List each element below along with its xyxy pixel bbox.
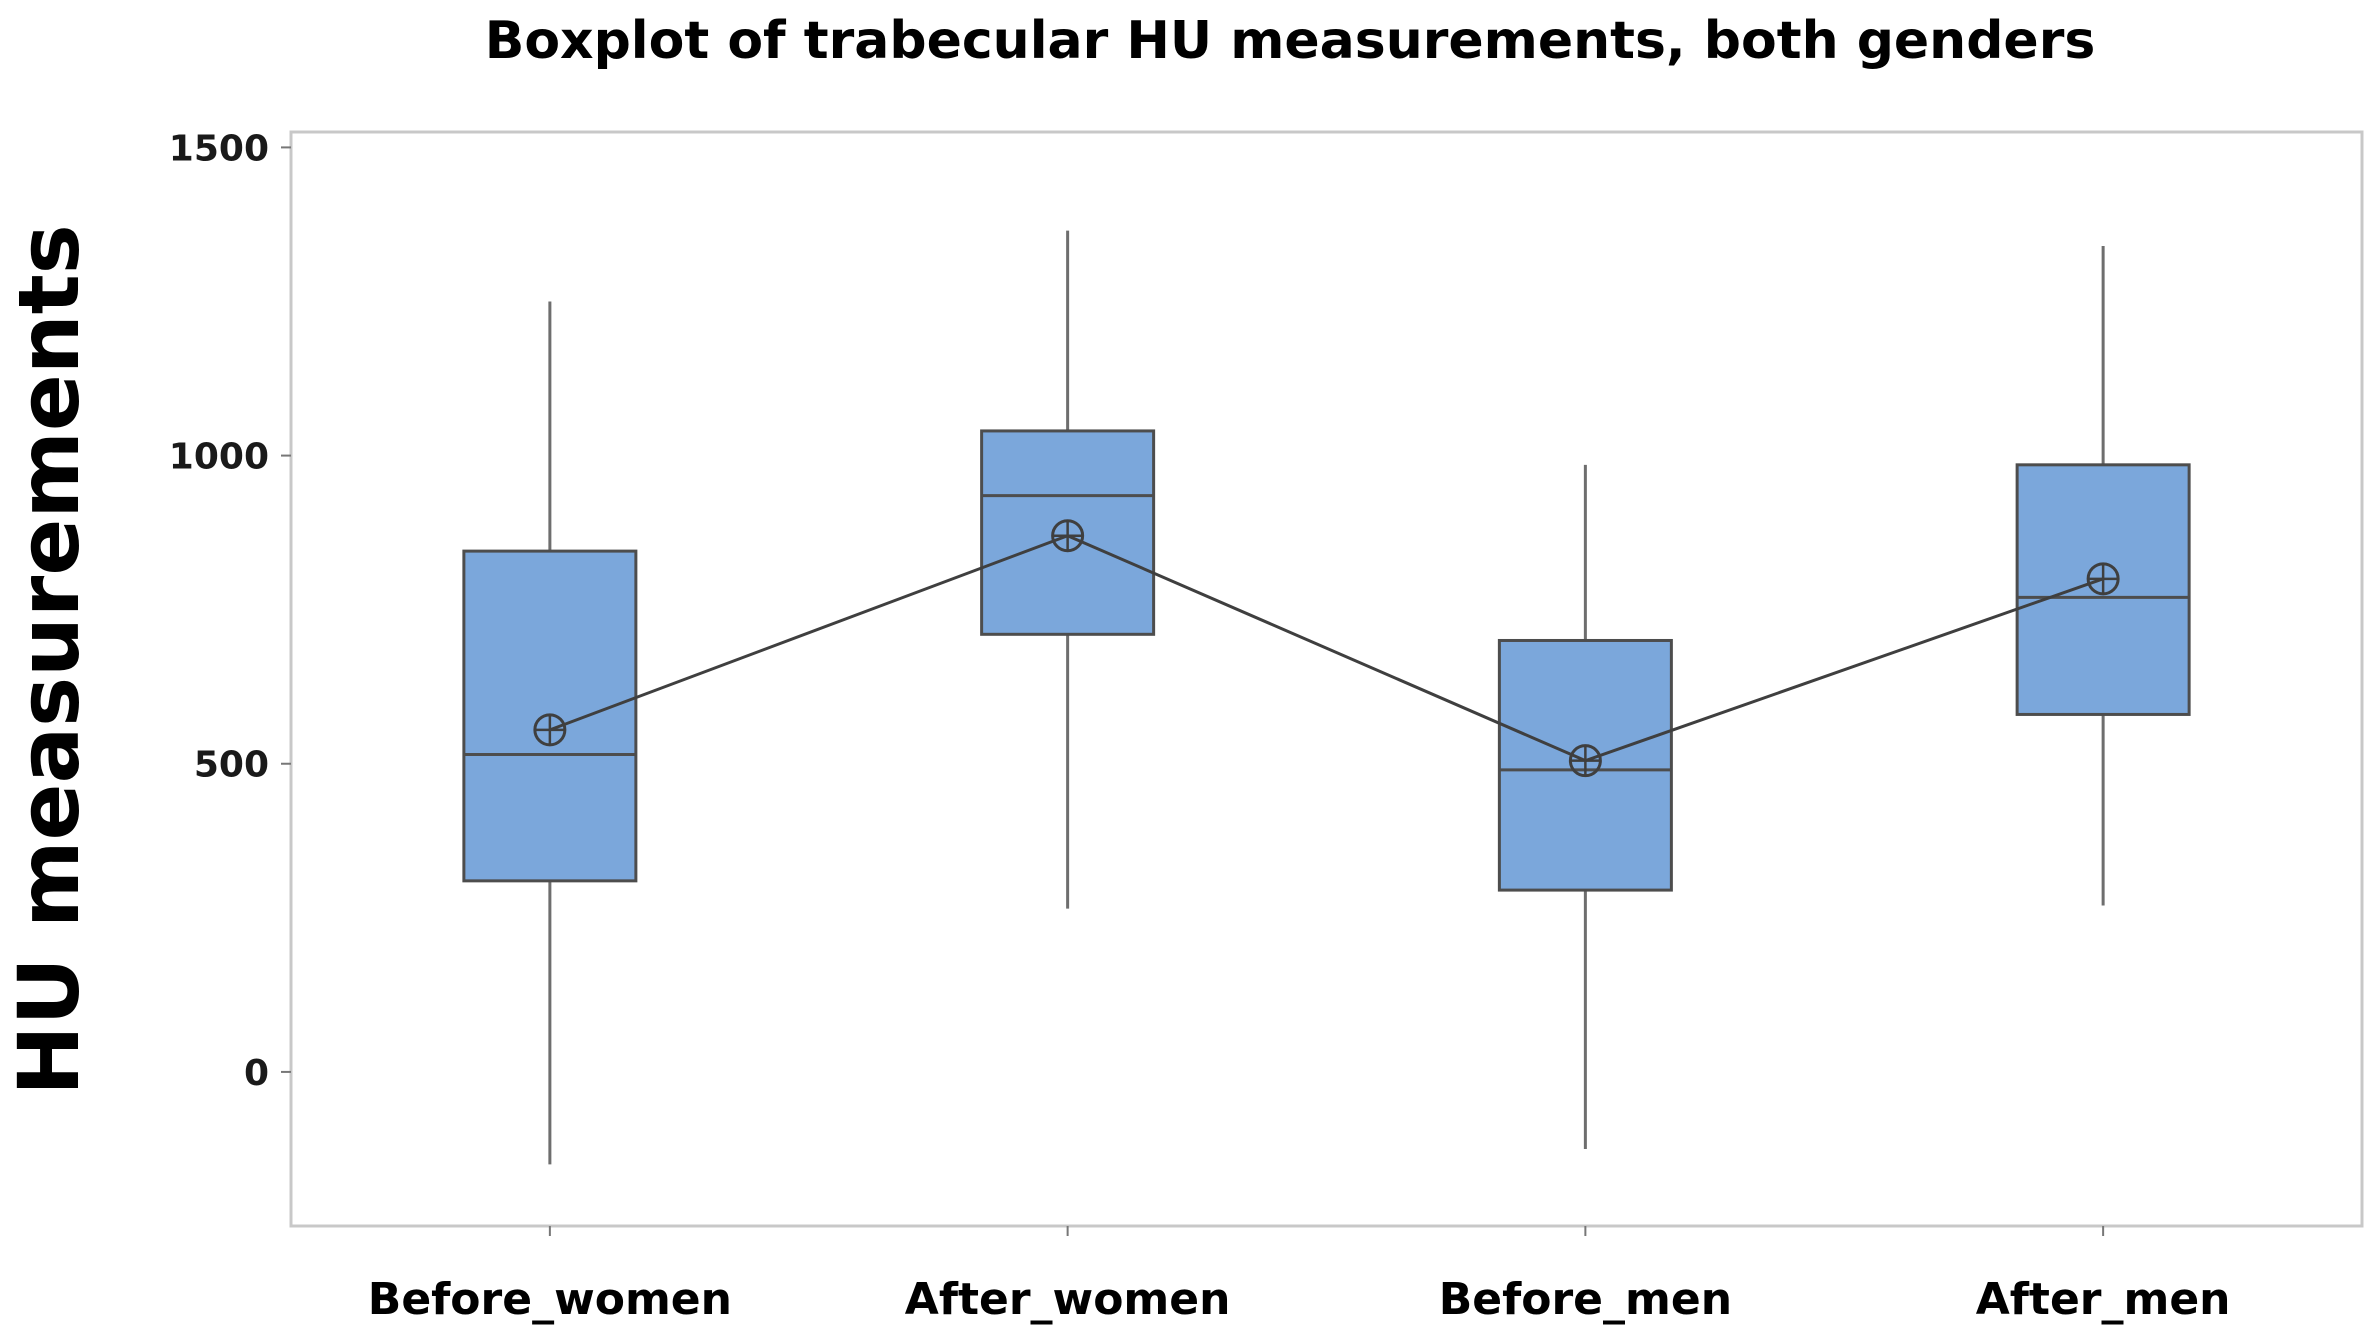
- box-series: [462, 230, 2191, 1165]
- y-tick-label: 1000: [169, 437, 269, 478]
- y-tick-label: 0: [244, 1053, 269, 1094]
- y-tick-label: 1500: [169, 128, 269, 169]
- mean-marker: [1568, 744, 1602, 778]
- mean-marker: [2086, 562, 2120, 596]
- box-Before_men: [1497, 464, 1673, 1149]
- x-tick-label: After_men: [1976, 1274, 2231, 1325]
- mean-marker: [533, 713, 567, 747]
- chart-title: Boxplot of trabecular HU measurements, b…: [485, 11, 2096, 71]
- x-tick-label: After_women: [905, 1274, 1231, 1325]
- box-After_women: [980, 230, 1156, 909]
- y-tick-label: 500: [194, 745, 269, 786]
- plot-frame: [289, 130, 2364, 1228]
- mean-markers: [533, 519, 2120, 778]
- mean-connect-line: [549, 534, 2104, 763]
- x-tick-label: Before_women: [368, 1274, 732, 1325]
- y-axis-ticks: 0 500 1000 1500: [169, 128, 291, 1094]
- y-axis-label: HU measurements: [0, 224, 98, 1096]
- x-tick-label: Before_men: [1439, 1274, 1732, 1325]
- x-axis-ticks: Before_women After_women Before_men After_m…: [368, 1226, 2231, 1325]
- mean-marker: [1051, 519, 1085, 553]
